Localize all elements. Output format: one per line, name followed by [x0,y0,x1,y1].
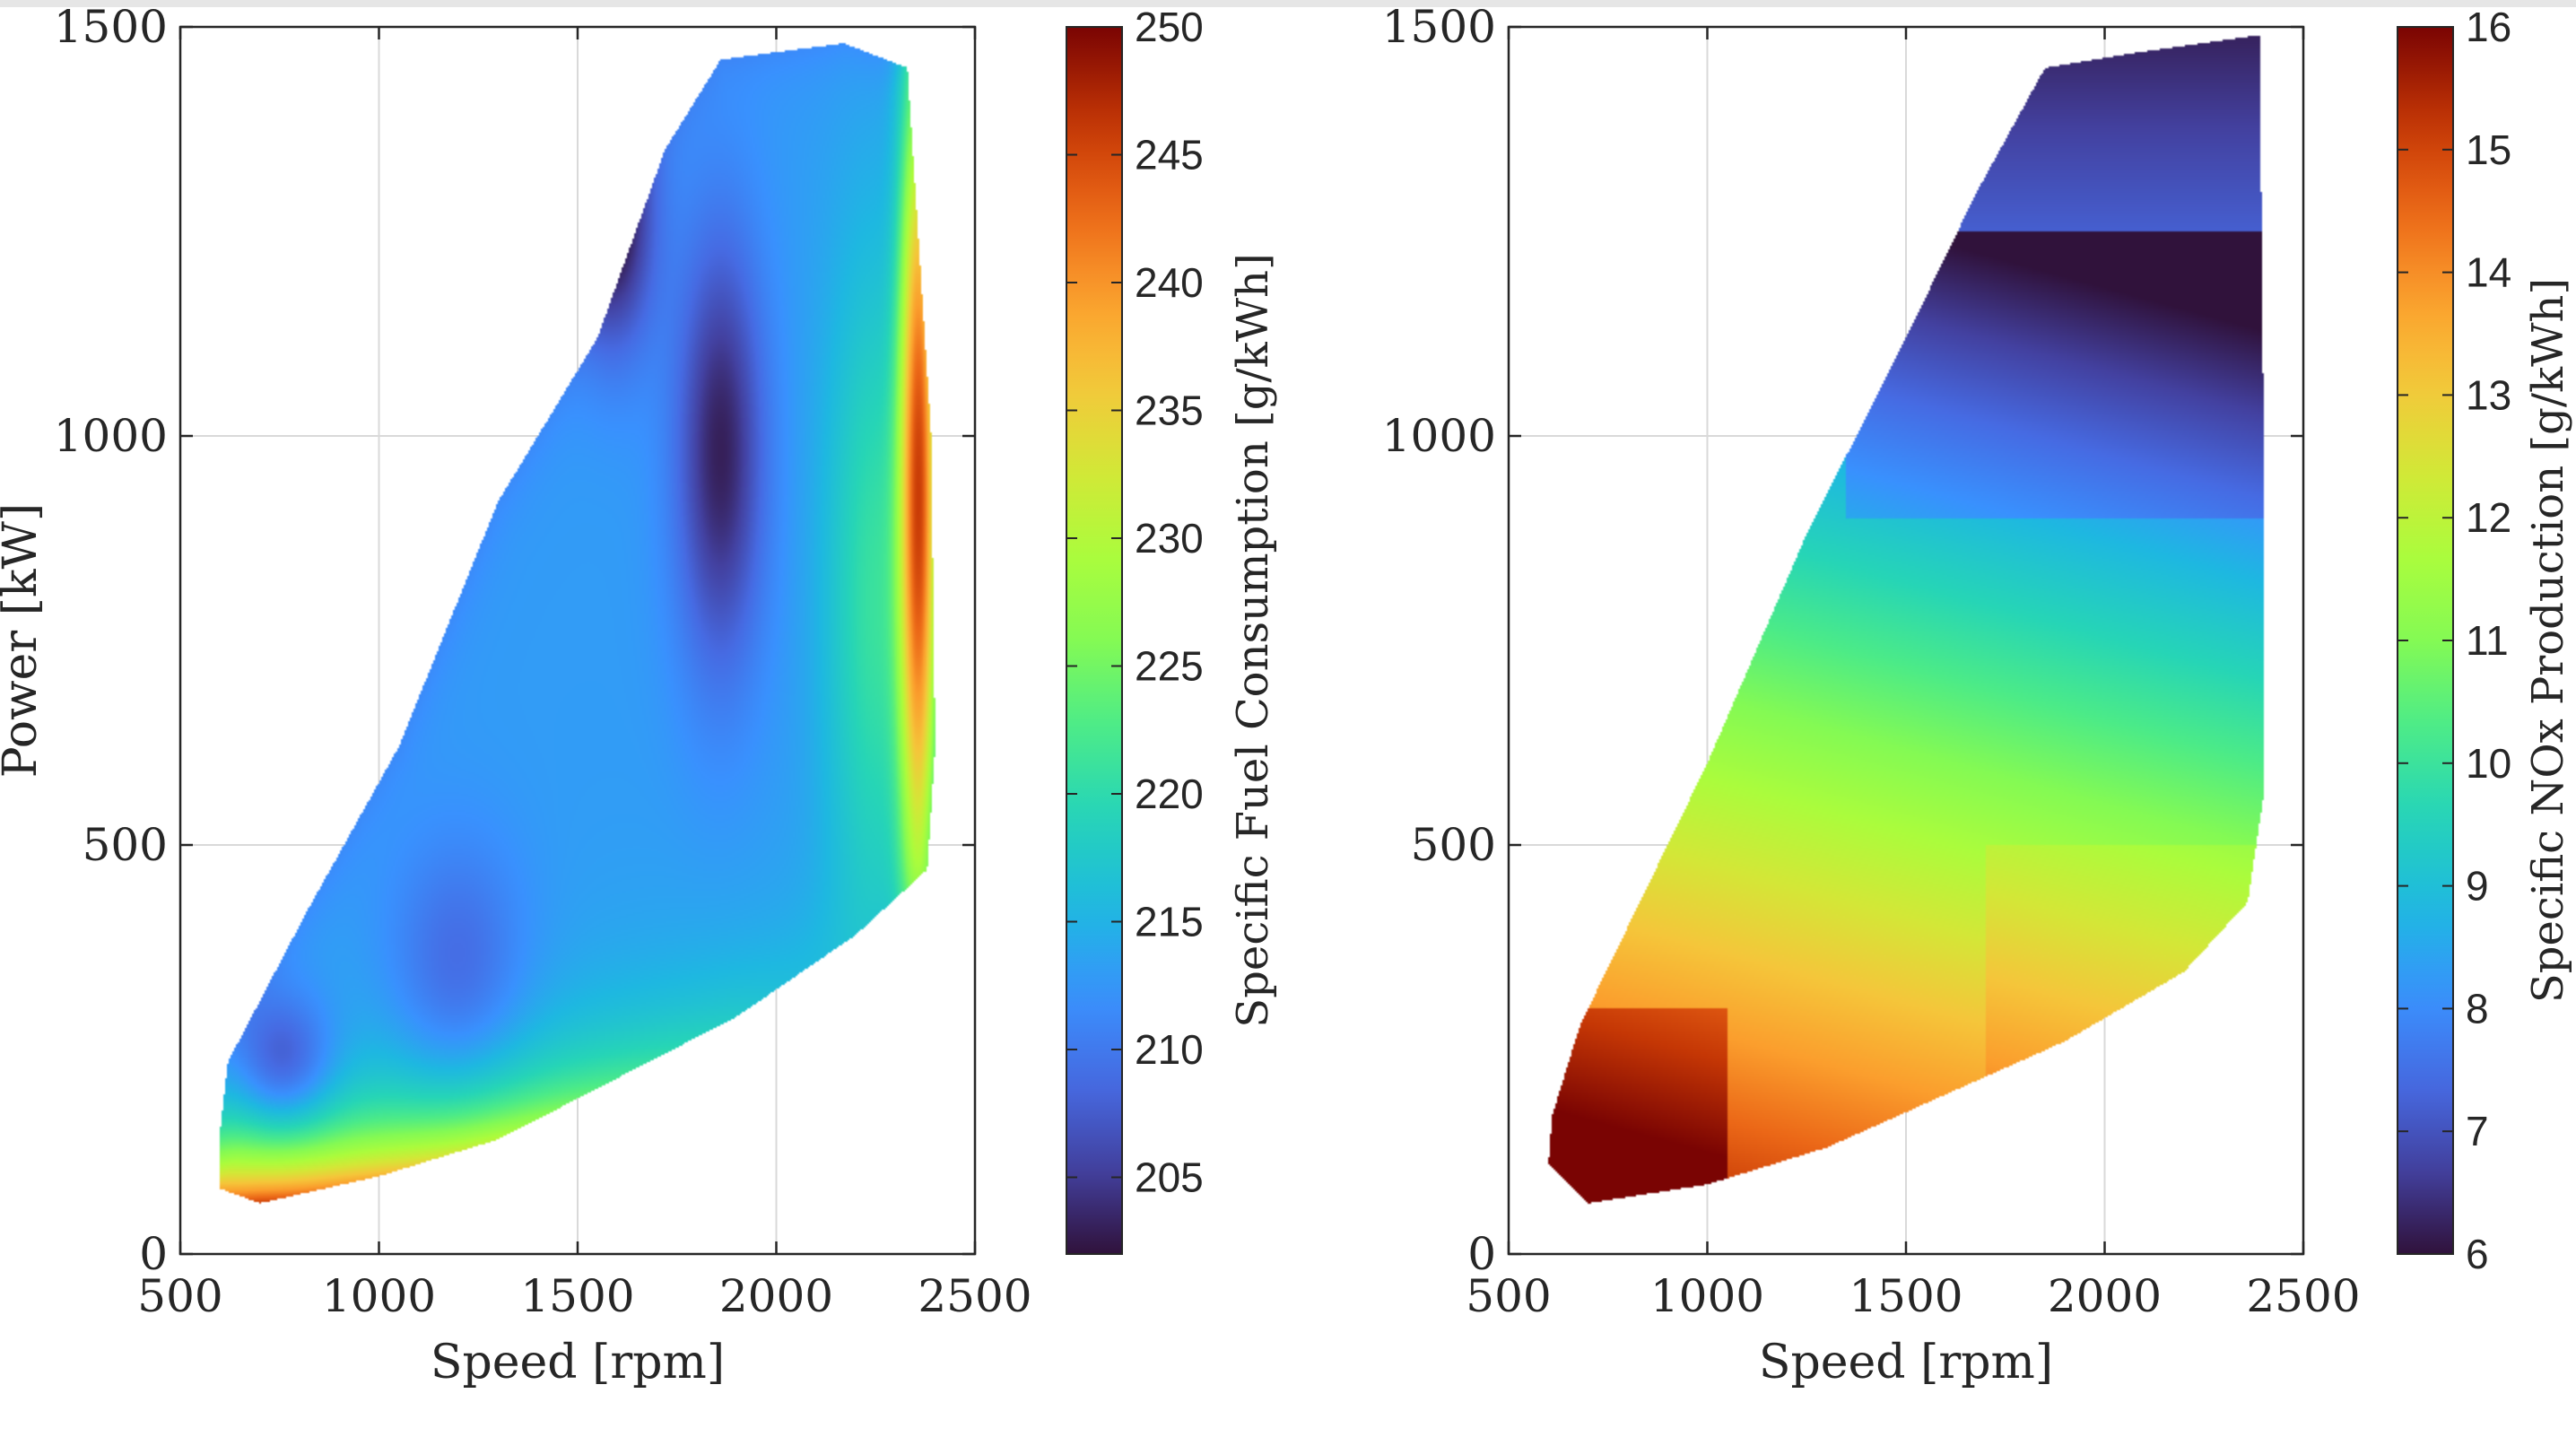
sfc-y-tick-label: 1500 [54,1,168,53]
sfc-x-axis-label: Speed [rpm] [431,1336,725,1389]
nox-x-axis-label: Speed [rpm] [1759,1336,2053,1389]
sfc-y-ticks: 0 500 1000 1500 [54,1,975,1280]
nox-colorbar-tick-label: 16 [2466,4,2511,50]
nox-x-tick-label: 500 [1466,1270,1551,1322]
nox-x-tick-label: 2000 [2048,1270,2162,1322]
sfc-colorbar-tick-label: 220 [1135,771,1204,817]
sfc-colorbar-tick-label: 225 [1135,643,1204,690]
nox-x-tick-label: 2500 [2246,1270,2360,1322]
nox-colorbar-tick-label: 12 [2466,494,2511,541]
nox-colorbar-tick-label: 10 [2466,740,2511,787]
nox-colorbar-label: Specific NOx Production [g/kWh] [2523,278,2573,1003]
sfc-x-tick-label: 2500 [918,1270,1031,1322]
nox-x-ticks: 500 1000 1500 2000 2500 [1466,27,2361,1322]
sfc-x-tick-label: 1500 [520,1270,634,1322]
sfc-colorbar-label: Specific Fuel Consumption [g/kWh] [1228,253,1278,1027]
nox-y-tick-label: 1000 [1382,410,1496,462]
sfc-y-tick-label: 1000 [54,410,168,462]
nox-colorbar-tick-label: 6 [2466,1231,2489,1277]
sfc-x-tick-label: 500 [137,1270,222,1322]
sfc-x-tick-label: 2000 [719,1270,833,1322]
sfc-y-tick-label: 0 [139,1228,168,1280]
sfc-colorbar-tick-label: 230 [1135,515,1204,562]
nox-y-tick-label: 1500 [1382,1,1496,53]
nox-colorbar-tick-label: 11 [2466,617,2509,664]
sfc-colorbar-tick-label: 215 [1135,899,1204,945]
nox-x-tick-label: 1000 [1650,1270,1764,1322]
nox-colorbar-tick-label: 7 [2466,1108,2489,1154]
sfc-y-axis-label: Power [kW] [0,503,48,778]
sfc-colorbar-tick-label: 205 [1135,1154,1204,1201]
nox-y-tick-label: 0 [1467,1228,1496,1280]
nox-colorbar-tick-label: 15 [2466,126,2511,173]
nox-colorbar-tick-label: 14 [2466,249,2511,296]
sfc-heatmap [180,27,975,1254]
nox-colorbar-tick-label: 13 [2466,371,2511,418]
sfc-colorbar-tick-label: 245 [1135,132,1204,179]
sfc-x-ticks: 500 1000 1500 2000 2500 [137,27,1032,1322]
sfc-y-tick-label: 500 [83,819,168,871]
sfc-colorbar [1066,27,1122,1254]
nox-x-tick-label: 1500 [1849,1270,1962,1322]
sfc-x-tick-label: 1000 [322,1270,436,1322]
sfc-colorbar-tick-label: 250 [1135,4,1204,50]
window-top-strip [0,0,2576,7]
sfc-colorbar-tick-label: 210 [1135,1026,1204,1073]
nox-y-ticks: 0 500 1000 1500 [1382,1,2303,1280]
nox-colorbar-ticks: 6 7 8 9 10 11 12 13 14 15 16 [2398,4,2511,1277]
nox-y-tick-label: 500 [1411,819,1496,871]
sfc-colorbar-frame [1066,26,1123,1255]
nox-colorbar-tick-label: 9 [2466,863,2489,910]
nox-heatmap [1509,27,2303,1254]
sfc-colorbar-tick-label: 235 [1135,388,1204,434]
sfc-colorbar-ticks: 205 210 215 220 225 230 235 240 245 250 [1066,4,1204,1201]
sfc-colorbar-tick-label: 240 [1135,259,1204,306]
nox-colorbar-tick-label: 8 [2466,985,2489,1032]
